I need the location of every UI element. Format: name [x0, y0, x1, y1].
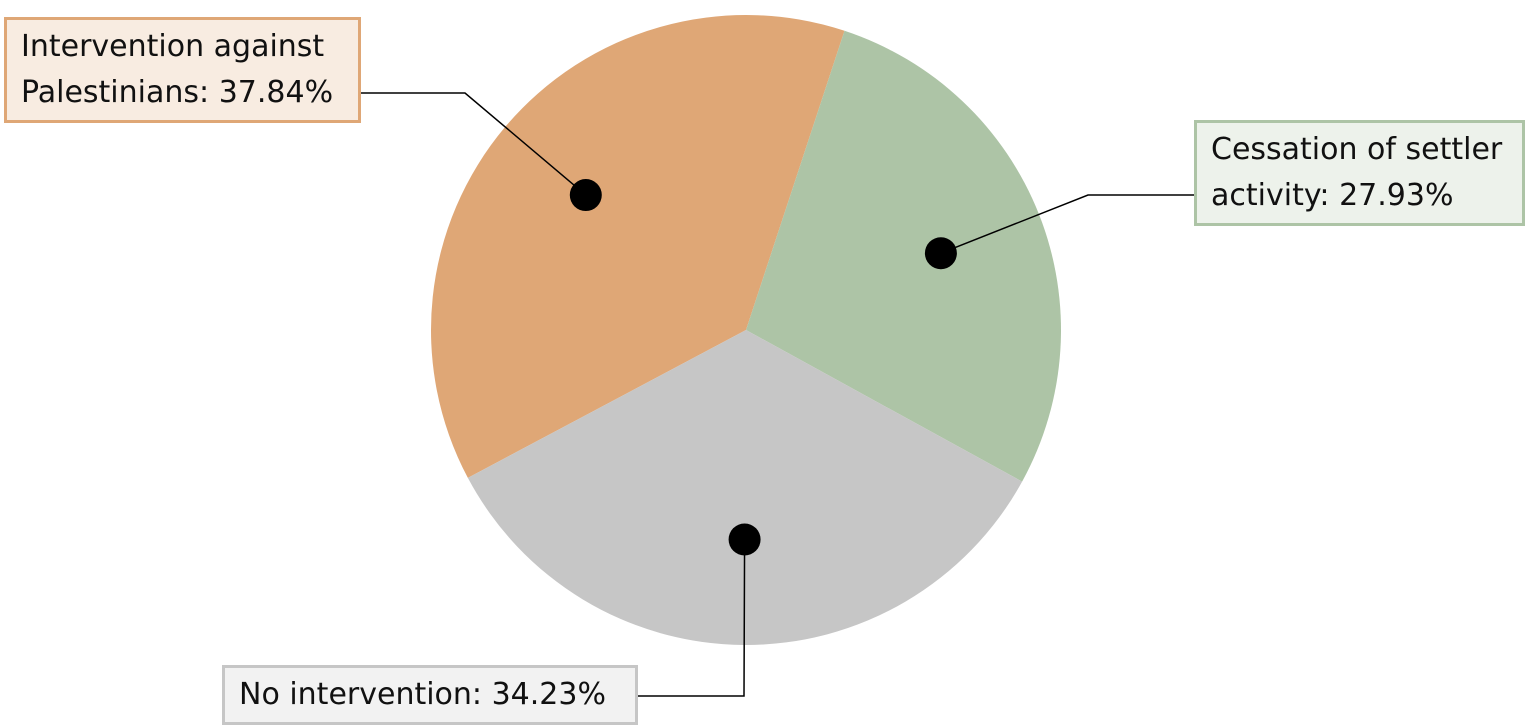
leader-line	[361, 92, 587, 196]
slice-label: Cessation of settler activity: 27.93%	[1194, 120, 1525, 226]
value-label: 37.84%	[218, 75, 334, 110]
slice-label: Intervention against Palestinians: 37.84…	[4, 17, 361, 123]
pie-slice	[746, 30, 1061, 482]
label-dot	[569, 179, 602, 212]
value-label: 34.23%	[491, 677, 606, 712]
category-label: No intervention:	[239, 677, 483, 712]
pie-slice	[467, 330, 1023, 645]
slice-label: No intervention: 34.23%	[222, 665, 638, 725]
leader-line	[940, 194, 1194, 254]
label-dot	[728, 523, 761, 556]
category-label: Intervention against Palestinians:	[21, 29, 325, 110]
pie-slice	[431, 14, 845, 478]
leader-line	[637, 539, 746, 697]
category-label: Cessation of settler activity:	[1211, 132, 1503, 213]
value-label: 27.93%	[1339, 178, 1454, 213]
label-dot	[924, 237, 957, 270]
